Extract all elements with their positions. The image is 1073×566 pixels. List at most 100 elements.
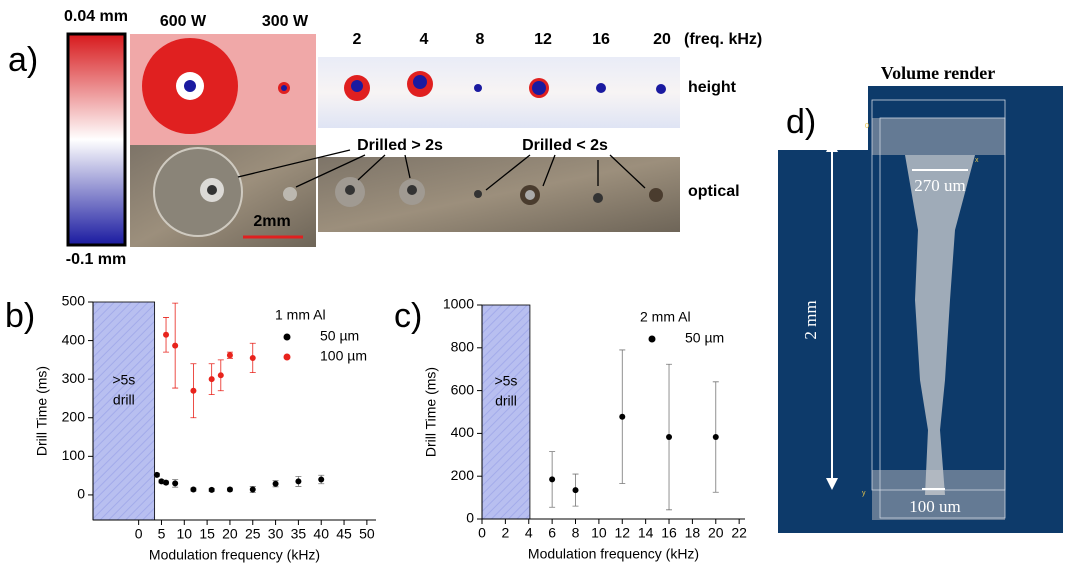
optical-crater: [283, 187, 297, 201]
x-tick-label: 16: [661, 525, 677, 541]
frequency-unit: (freq. kHz): [684, 31, 762, 48]
x-tick-label: 50: [359, 526, 375, 542]
row-label: height: [688, 79, 737, 96]
panel-d: Volume render d) 2 mm 270 um 100 um 0 x …: [778, 63, 1063, 533]
panel-title: Volume render: [881, 63, 996, 83]
panel-label: d): [786, 103, 816, 141]
data-point: [190, 487, 196, 493]
y-tick-label: 300: [62, 370, 86, 386]
panel-label: a): [8, 41, 38, 79]
power-label: 300 W: [262, 13, 309, 30]
data-point: [163, 480, 169, 486]
legend-label: 100 µm: [320, 348, 367, 364]
x-tick-label: 5: [158, 526, 166, 542]
data-point: [227, 487, 233, 493]
legend-title: 2 mm Al: [640, 309, 691, 325]
y-tick-label: 400: [451, 424, 475, 440]
x-tick-label: 20: [708, 525, 724, 541]
y-tick-label: 600: [451, 381, 475, 397]
x-tick-label: 35: [291, 526, 307, 542]
y-tick-label: 1000: [443, 296, 474, 312]
shaded-region: [482, 305, 530, 519]
x-tick-label: 6: [548, 525, 556, 541]
dimension-label: 270 um: [914, 176, 965, 195]
power-label: 600 W: [160, 13, 207, 30]
data-point: [250, 487, 256, 493]
y-tick-label: 800: [451, 339, 475, 355]
optical-crater: [207, 185, 217, 195]
optical-crater: [154, 148, 242, 236]
y-axis-label: Drill Time (ms): [423, 367, 439, 457]
y-tick-label: 200: [451, 467, 475, 483]
legend-marker: [284, 354, 291, 361]
data-point: [619, 414, 625, 420]
callout: Drilled > 2s: [357, 137, 443, 154]
scale-bar-label: 2mm: [253, 213, 290, 230]
x-tick-label: 8: [572, 525, 580, 541]
x-tick-label: 40: [313, 526, 329, 542]
y-tick-label: 200: [62, 408, 86, 424]
data-point: [209, 487, 215, 493]
panel-a: a) 0.04 mm -0.1 mm 600 W 300 W 2mm 2: [8, 8, 762, 268]
axis-mark: x: [975, 157, 979, 164]
x-axis-label: Modulation frequency (kHz): [149, 547, 320, 563]
render-slab: [872, 118, 1005, 155]
height-crater: [281, 85, 287, 91]
y-tick-label: 0: [77, 486, 85, 502]
y-tick-label: 400: [62, 331, 86, 347]
data-point: [666, 434, 672, 440]
row-label: optical: [688, 183, 740, 200]
dimension-label: 2 mm: [801, 300, 820, 339]
figure: a) 0.04 mm -0.1 mm 600 W 300 W 2mm 2: [0, 0, 1073, 566]
colorbar-max: 0.04 mm: [64, 8, 128, 25]
data-point: [318, 476, 324, 482]
y-tick-label: 0: [466, 510, 474, 526]
data-point: [273, 481, 279, 487]
shaded-label: drill: [113, 392, 135, 408]
axis-mark: y: [862, 490, 866, 497]
shaded-region: [93, 302, 155, 520]
data-point: [163, 332, 169, 338]
shaded-label: >5s: [494, 373, 517, 389]
data-point: [172, 480, 178, 486]
colorbar-min: -0.1 mm: [66, 251, 126, 268]
shaded-label: >5s: [112, 372, 135, 388]
x-tick-label: 10: [177, 526, 193, 542]
x-tick-label: 14: [638, 525, 654, 541]
legend-title: 1 mm Al: [275, 307, 326, 323]
y-tick-label: 500: [62, 293, 86, 309]
x-axis-label: Modulation frequency (kHz): [528, 546, 699, 562]
data-point: [250, 355, 256, 361]
callout: Drilled < 2s: [522, 137, 608, 154]
data-point: [295, 478, 301, 484]
frequency-label: 12: [534, 31, 552, 48]
x-tick-label: 4: [525, 525, 533, 541]
x-tick-label: 0: [135, 526, 143, 542]
optical-image: [318, 157, 680, 232]
data-point: [549, 476, 555, 482]
legend-label: 50 µm: [685, 330, 724, 346]
legend-label: 50 µm: [320, 328, 359, 344]
frequency-label: 20: [653, 31, 671, 48]
x-tick-label: 30: [268, 526, 284, 542]
axis-mark: 0: [865, 123, 869, 130]
x-tick-label: 2: [501, 525, 509, 541]
x-tick-label: 0: [478, 525, 486, 541]
panel-label: b): [5, 297, 35, 335]
x-tick-label: 20: [222, 526, 238, 542]
data-point: [209, 376, 215, 382]
colorbar: [68, 34, 125, 245]
frequency-label: 8: [476, 31, 485, 48]
legend-marker: [649, 336, 656, 343]
x-tick-label: 15: [199, 526, 215, 542]
shaded-label: drill: [495, 393, 517, 409]
height-image: [318, 57, 680, 128]
data-point: [227, 352, 233, 358]
x-tick-label: 10: [591, 525, 607, 541]
x-tick-label: 25: [245, 526, 261, 542]
data-point: [218, 372, 224, 378]
data-point: [573, 487, 579, 493]
frequency-label: 4: [420, 31, 429, 48]
y-axis-label: Drill Time (ms): [34, 366, 50, 456]
dimension-label: 100 um: [909, 497, 960, 516]
